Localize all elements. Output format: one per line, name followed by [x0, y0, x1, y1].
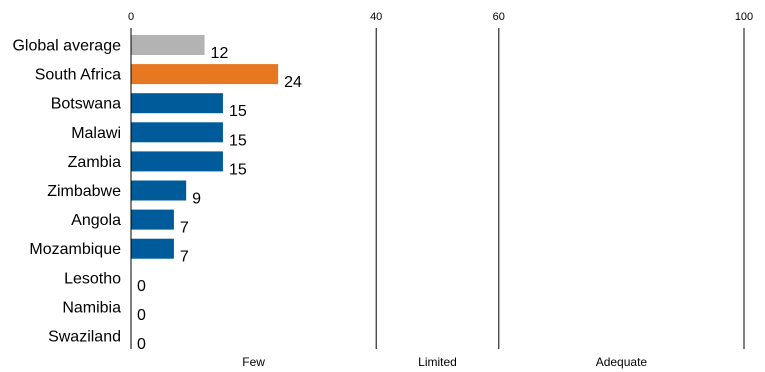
value-label: 15 — [229, 161, 247, 178]
bar — [131, 238, 174, 259]
category-label: Botswana — [51, 96, 121, 113]
bar — [131, 122, 223, 143]
bars — [131, 35, 279, 259]
value-label: 7 — [180, 249, 189, 266]
value-label: 15 — [229, 132, 247, 149]
value-label: 7 — [180, 220, 189, 237]
category-label: South Africa — [35, 67, 121, 84]
band-label: Few — [242, 355, 265, 369]
band-label: Limited — [418, 355, 457, 369]
category-label: Angola — [71, 212, 121, 229]
category-label: Lesotho — [64, 270, 121, 287]
bar — [131, 93, 223, 114]
value-label: 15 — [229, 103, 247, 120]
x-tick-label: 40 — [370, 11, 382, 23]
category-label: Zambia — [68, 154, 121, 171]
bar — [131, 209, 174, 230]
band-labels: Few Limited Adequate — [242, 355, 647, 369]
band-label: Adequate — [596, 355, 648, 369]
x-tick-label: 100 — [735, 11, 753, 23]
x-tick-label: 60 — [493, 11, 505, 23]
value-label: 9 — [192, 191, 201, 208]
category-label: Swaziland — [48, 329, 121, 346]
band-gridlines — [375, 28, 745, 349]
category-label: Global average — [12, 38, 121, 55]
category-labels: Global average South Africa Botswana Malawi… — [12, 38, 121, 346]
category-label: Zimbabwe — [47, 183, 121, 200]
bar — [131, 64, 279, 85]
x-axis-ticks: 0 40 60 100 — [128, 11, 753, 23]
bar — [131, 180, 187, 201]
value-label: 0 — [137, 278, 146, 295]
value-label: 24 — [284, 74, 302, 91]
bar — [131, 35, 205, 55]
bar — [131, 151, 223, 172]
value-label: 0 — [137, 307, 146, 324]
category-label: Namibia — [62, 299, 121, 316]
x-tick-label: 0 — [128, 11, 134, 23]
value-label: 12 — [211, 45, 229, 62]
category-label: Mozambique — [29, 241, 121, 258]
value-label: 0 — [137, 336, 146, 353]
category-label: Malawi — [71, 125, 121, 142]
